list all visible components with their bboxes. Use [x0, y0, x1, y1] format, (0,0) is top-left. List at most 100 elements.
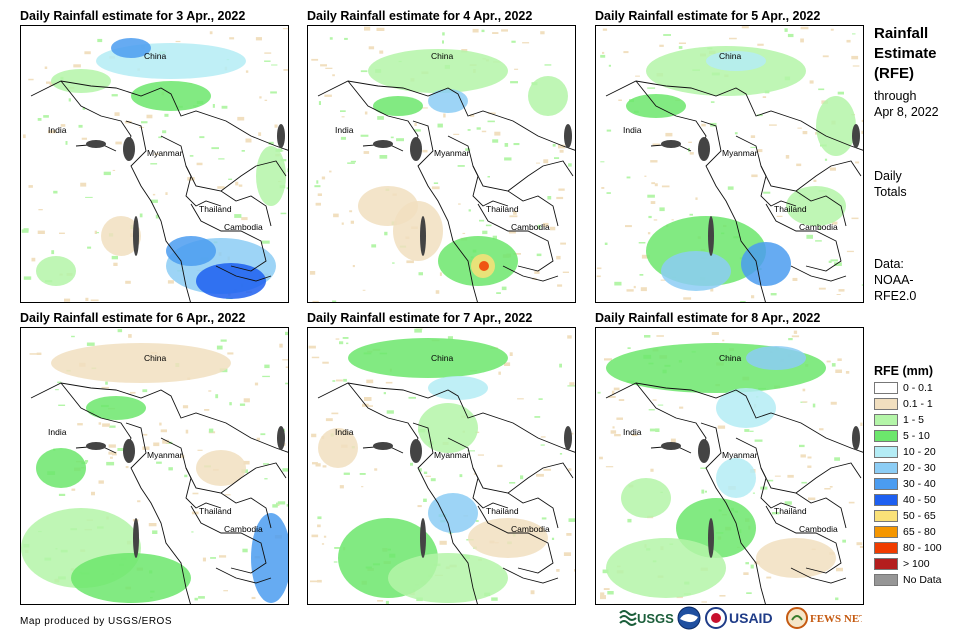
rain-speckle [80, 182, 87, 187]
rain-area [373, 96, 423, 116]
rain-speckle [98, 422, 102, 425]
rain-speckle [830, 28, 834, 31]
rain-speckle [797, 127, 802, 129]
rain-speckle [243, 460, 250, 465]
rain-speckle [544, 64, 552, 66]
rain-area [428, 376, 488, 400]
rain-speckle [216, 345, 223, 350]
rain-speckle [82, 107, 86, 110]
rain-speckle [831, 363, 836, 367]
country-border [765, 505, 842, 574]
rain-speckle [364, 26, 371, 31]
legend-label: 50 - 65 [903, 510, 936, 522]
rain-area [368, 49, 508, 93]
country-border [795, 462, 862, 494]
rain-speckle [234, 214, 242, 218]
rain-speckle [315, 202, 321, 206]
rain-speckle [627, 518, 632, 523]
rain-speckle [361, 486, 364, 488]
rain-speckle [227, 352, 234, 355]
rain-speckle [845, 371, 850, 374]
legend-swatch [874, 446, 898, 458]
rain-area [606, 538, 726, 598]
rain-speckle [340, 136, 346, 140]
rain-speckle [741, 26, 749, 29]
rain-speckle [504, 143, 509, 147]
rain-speckle [364, 111, 368, 115]
rain-speckle [308, 345, 316, 349]
rain-speckle [165, 192, 168, 195]
rain-area [428, 493, 478, 533]
rain-speckle [800, 26, 809, 30]
country-border [735, 135, 797, 207]
rain-speckle [784, 28, 788, 32]
rain-speckle [757, 43, 764, 46]
rain-speckle [331, 412, 339, 415]
rain-speckle [791, 335, 800, 338]
legend-label: 1 - 5 [903, 414, 925, 426]
rain-speckle [279, 343, 283, 348]
country-border [502, 265, 559, 282]
rain-speckle [458, 203, 461, 205]
legend-swatch [874, 558, 898, 570]
rain-speckle [769, 124, 777, 126]
coastline-patch [123, 439, 135, 463]
rain-speckle [417, 505, 422, 508]
rain-speckle [831, 221, 838, 225]
coastline-patch [698, 137, 710, 161]
rain-speckle [217, 186, 225, 189]
rain-speckle [633, 285, 636, 289]
country-border [700, 422, 766, 604]
rain-speckle [472, 28, 479, 33]
place-label-thailand: Thailand [199, 204, 232, 214]
rain-speckle [28, 78, 34, 81]
legend-item: 0 - 0.1 [874, 381, 933, 395]
legend-label: 5 - 10 [903, 430, 930, 442]
rain-speckle [77, 423, 83, 426]
rain-speckle [349, 210, 353, 213]
rain-speckle [859, 546, 863, 548]
rain-speckle [192, 492, 199, 495]
rain-area [716, 458, 756, 498]
place-label-india: India [48, 125, 67, 135]
coastline-patch [420, 518, 426, 558]
rain-speckle [756, 114, 763, 117]
rain-speckle [223, 590, 228, 592]
rain-area [318, 428, 358, 468]
place-label-thailand: Thailand [774, 506, 807, 516]
country-border [760, 467, 847, 529]
legend-title: RFE (mm) [874, 364, 934, 378]
rain-speckle [700, 467, 707, 469]
rain-speckle [462, 232, 466, 234]
rain-speckle [311, 534, 319, 538]
country-border [790, 567, 847, 584]
legend-item: > 100 [874, 557, 930, 571]
rain-speckle [836, 294, 841, 295]
rain-speckle [435, 290, 440, 294]
legend-item: 80 - 100 [874, 541, 942, 555]
rain-area [36, 256, 76, 286]
rain-speckle [336, 379, 343, 382]
rain-speckle [602, 51, 605, 54]
rain-speckle [58, 493, 66, 496]
place-label-china: China [431, 353, 453, 363]
rain-speckle [623, 51, 629, 54]
rain-speckle [855, 161, 860, 164]
legend-item: 0.1 - 1 [874, 397, 933, 411]
country-border [790, 265, 847, 282]
rain-speckle [191, 531, 194, 533]
place-label-myanmar: Myanmar [722, 450, 758, 460]
place-label-india: India [48, 427, 67, 437]
rain-speckle [352, 265, 355, 268]
usgs-logo: USGS [618, 606, 674, 630]
rain-speckle [44, 66, 48, 69]
coastline-patch [123, 137, 135, 161]
coastline-patch [708, 518, 714, 558]
rain-speckle [64, 298, 71, 302]
legend-item: 65 - 80 [874, 525, 936, 539]
rain-speckle [801, 481, 807, 484]
rain-area [166, 236, 216, 266]
rain-speckle [614, 281, 622, 286]
rain-speckle [431, 186, 440, 190]
rain-speckle [85, 196, 93, 198]
